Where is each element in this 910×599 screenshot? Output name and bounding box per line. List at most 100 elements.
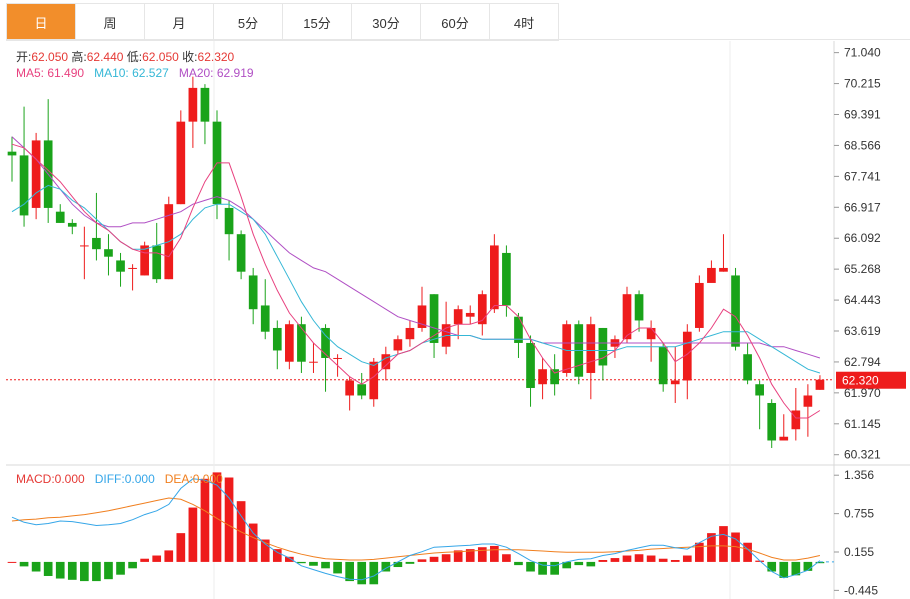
macd-bar	[405, 561, 415, 564]
price-tick-label: 71.040	[844, 46, 881, 60]
macd-bar	[610, 558, 620, 562]
macd-bar	[803, 561, 813, 571]
candle-up	[791, 410, 801, 430]
tab-month[interactable]: 月	[145, 4, 214, 40]
candle-down	[224, 207, 234, 235]
ma5-label: MA5:	[16, 66, 45, 80]
candle-down	[429, 294, 439, 343]
macd-value: 0.000	[54, 472, 85, 486]
ma5-line	[11, 143, 821, 419]
macd-bar	[381, 561, 391, 572]
candle-up	[176, 121, 186, 205]
macd-bar	[502, 554, 511, 562]
tab-60min[interactable]: 60分	[421, 4, 490, 40]
candle-up	[333, 357, 342, 359]
macd-bar	[333, 561, 342, 574]
candle-down	[200, 87, 210, 122]
macd-bar	[514, 561, 523, 566]
macd-bar	[152, 555, 162, 562]
ma20-line	[11, 136, 821, 359]
tab-5min[interactable]: 5分	[214, 4, 283, 40]
macd-label: MACD:	[16, 472, 55, 486]
macd-bar	[260, 539, 270, 562]
price-tick-label: 69.391	[844, 107, 881, 121]
macd-bar	[441, 554, 451, 562]
candle-up	[369, 361, 379, 400]
candle-down	[92, 237, 101, 250]
tab-4hour[interactable]: 4时	[490, 4, 559, 40]
high-label: 高:	[71, 50, 87, 64]
candle-up	[490, 245, 499, 310]
candle-down	[731, 275, 740, 347]
candle-up	[538, 369, 547, 385]
macd-bar	[453, 550, 463, 562]
macd-bar	[19, 561, 29, 567]
macd-bar	[200, 478, 210, 562]
tab-30min[interactable]: 30分	[352, 4, 421, 40]
tab-15min[interactable]: 15分	[283, 4, 352, 40]
candle-up	[393, 339, 403, 351]
candle-down	[297, 324, 306, 362]
ma20-label: MA20:	[178, 66, 214, 80]
candle-up	[285, 324, 294, 362]
macd-bar	[682, 555, 692, 562]
macd-bar	[815, 561, 825, 564]
candle-down	[55, 211, 65, 223]
period-tabs: 日 周 月 5分 15分 30分 60分 4时	[6, 3, 559, 41]
candle-up	[405, 327, 415, 340]
candle-down	[19, 155, 29, 216]
macd-tick-label: 0.755	[844, 507, 874, 521]
macd-bar	[7, 561, 17, 563]
candle-up	[80, 245, 89, 247]
high-value: 62.440	[86, 50, 124, 64]
price-tick-label: 62.794	[844, 355, 881, 369]
candle-down	[514, 316, 523, 343]
candle-up	[719, 267, 728, 272]
macd-bar	[285, 556, 294, 562]
last-price-badge	[836, 371, 906, 389]
ohlc-readout: 开:62.050 高:62.440 低:62.050 收:62.320	[16, 48, 234, 65]
ma5-value: 61.490	[47, 66, 85, 80]
candle-down	[248, 275, 258, 310]
diff-label: DIFF:	[94, 472, 125, 486]
macd-bar	[140, 558, 149, 562]
candle-down	[526, 342, 535, 388]
tab-day[interactable]: 日	[7, 4, 76, 40]
candle-down	[152, 245, 162, 280]
price-tick-label: 66.092	[844, 231, 881, 245]
candle-up	[779, 436, 789, 441]
macd-bar	[574, 561, 584, 566]
candle-up	[465, 312, 475, 317]
macd-bar	[791, 561, 801, 576]
macd-bar	[369, 561, 379, 585]
macd-bar	[743, 542, 752, 562]
candle-up	[140, 245, 149, 276]
macd-bar	[357, 561, 367, 585]
macd-bar	[345, 561, 354, 582]
macd-bar	[297, 561, 306, 564]
low-label: 低:	[126, 50, 143, 64]
candle-down	[7, 151, 17, 156]
candle-down	[104, 249, 113, 257]
candle-up	[622, 294, 632, 340]
candle-up	[477, 294, 487, 325]
price-tick-label: 60.321	[844, 448, 881, 462]
ma-readout: MA5: 61.490 MA10: 62.527 MA20: 62.919	[16, 66, 254, 80]
macd-bar	[695, 542, 704, 562]
macd-bar	[417, 559, 427, 562]
macd-bar	[248, 523, 258, 562]
candle-down	[598, 327, 608, 366]
candle-down	[116, 260, 125, 272]
macd-bar	[80, 561, 89, 582]
macd-bar	[767, 561, 777, 572]
tab-week[interactable]: 周	[76, 4, 145, 40]
macd-bar	[622, 555, 632, 562]
candle-down	[658, 346, 668, 385]
price-tick-label: 61.145	[844, 417, 881, 431]
candle-up	[803, 395, 813, 407]
candle-up	[815, 379, 825, 390]
candle-up	[417, 305, 427, 328]
macd-tick-label: 1.356	[844, 468, 874, 482]
macd-bar	[658, 558, 668, 562]
